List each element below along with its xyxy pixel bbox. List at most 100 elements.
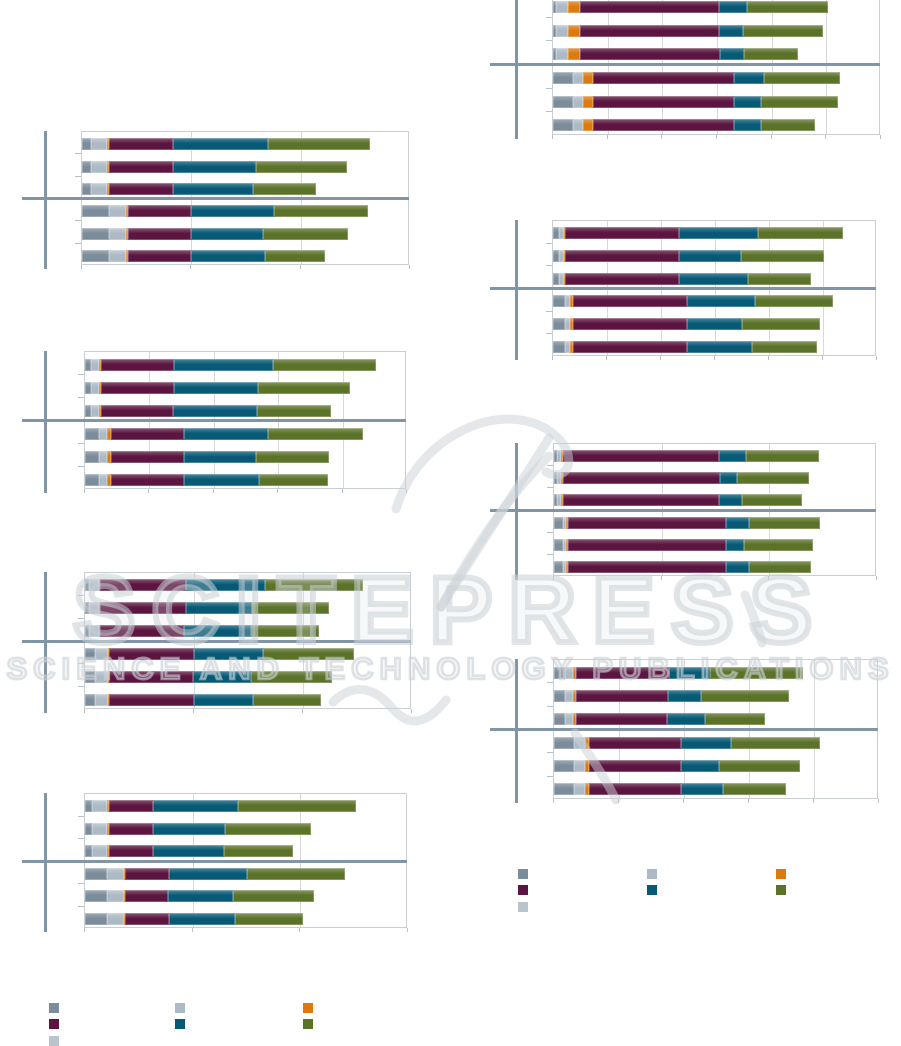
value-axis-tick <box>406 489 407 493</box>
category-axis-tick <box>546 16 552 18</box>
group-divider-line <box>490 63 880 66</box>
value-axis-tick <box>660 576 662 580</box>
legend-swatch-teal <box>647 885 657 895</box>
bar-segment-gray-blue <box>85 381 92 394</box>
legend-swatch-teal <box>175 1019 185 1029</box>
bar-segment-dark-magenta <box>108 138 173 151</box>
bar-segment-dark-magenta <box>572 318 687 330</box>
bar-segment-olive-green <box>258 381 351 394</box>
bar-segment-orange <box>573 690 577 702</box>
bar-segment-orange <box>569 318 573 330</box>
bar-segment-gray-blue <box>553 227 560 240</box>
bar-segment-light-gray <box>90 138 107 151</box>
bar-segment-orange <box>106 160 109 173</box>
bar-segment-teal <box>194 693 254 706</box>
category-axis-line <box>44 351 47 493</box>
bar-segment-light-gray <box>91 381 100 394</box>
bar-segment-gray-blue <box>553 119 573 132</box>
bar-segment-orange <box>99 358 102 371</box>
bar-segment-teal <box>686 318 742 330</box>
bar-segment-light-gray <box>92 845 107 858</box>
value-axis-tick <box>302 709 303 713</box>
bar-segment-teal <box>719 472 737 485</box>
bar-segment-gray-blue <box>85 800 93 813</box>
value-axis-tick <box>190 265 192 269</box>
bar-segment-olive-green <box>740 250 824 262</box>
value-axis-tick <box>768 356 769 360</box>
bar-segment-dark-magenta <box>127 249 191 262</box>
value-axis-tick <box>813 799 814 803</box>
chart-plot-area-left-3 <box>84 572 411 709</box>
bar-segment-dark-magenta <box>580 0 720 13</box>
bar-segment-olive-green <box>741 318 820 330</box>
value-axis-tick <box>606 356 607 360</box>
bar-segment-light-gray <box>88 602 100 615</box>
category-axis-tick <box>546 111 552 113</box>
bar-segment-olive-green <box>253 693 322 706</box>
bar-segment-gray-blue <box>553 250 560 262</box>
legend-swatch-olive-green <box>303 1019 313 1029</box>
category-axis-tick <box>78 617 84 619</box>
bar-segment-teal <box>733 119 761 132</box>
category-axis-tick <box>75 153 81 155</box>
value-axis-tick <box>552 135 553 139</box>
bar-segment-gray-blue <box>85 845 93 858</box>
chart-plot-area-left-2 <box>84 351 406 489</box>
category-axis-tick <box>547 487 553 489</box>
legend-swatch-dark-magenta <box>518 885 528 895</box>
bar-segment-dark-magenta <box>562 494 719 507</box>
bar-segment-orange <box>564 250 565 262</box>
bar-segment-olive-green <box>265 579 364 592</box>
bar-segment-light-gray <box>564 318 570 330</box>
bar-segment-orange <box>108 693 110 706</box>
category-axis-line <box>44 131 47 269</box>
bar-segment-dark-magenta <box>564 272 680 285</box>
bar-segment-teal <box>681 783 723 796</box>
bar-segment-light-gray <box>98 473 107 486</box>
legend-swatch-olive-green <box>776 885 786 895</box>
group-divider-line <box>490 287 876 290</box>
bar-segment-light-gray <box>95 670 109 683</box>
bar-segment-teal <box>152 800 238 813</box>
bar-segment-orange <box>108 670 110 683</box>
bar-segment-teal <box>725 516 749 529</box>
bar-segment-olive-green <box>701 690 790 702</box>
category-axis-tick <box>75 175 81 177</box>
bar-segment-light-gray <box>573 95 583 108</box>
bar-segment-light-gray <box>563 560 566 573</box>
bar-segment-orange <box>569 340 573 353</box>
bar-segment-orange <box>124 890 126 903</box>
bar-segment-dark-magenta <box>576 713 668 726</box>
bar-segment-gray-blue <box>554 760 575 772</box>
value-axis-tick <box>552 356 553 360</box>
bar-segment-teal <box>686 295 755 308</box>
bar-segment-gray-blue <box>85 427 99 440</box>
bar-segment-olive-green <box>710 666 803 679</box>
bar-segment-orange <box>125 205 128 218</box>
bar-segment-dark-magenta <box>125 890 168 903</box>
bar-segment-teal <box>733 71 764 84</box>
category-axis-tick <box>78 686 84 688</box>
bar-segment-dark-magenta <box>101 381 175 394</box>
bar-segment-teal <box>168 890 233 903</box>
value-axis-tick <box>822 356 823 360</box>
bar-segment-orange <box>106 427 111 440</box>
bar-segment-light-gray <box>95 693 109 706</box>
bar-segment-gray-blue <box>554 736 575 749</box>
gridline <box>607 0 609 134</box>
bar-segment-olive-green <box>731 736 821 749</box>
category-axis-tick <box>78 443 84 444</box>
bar-segment-olive-green <box>760 119 815 132</box>
bar-segment-teal <box>173 404 258 417</box>
bar-segment-light-gray <box>574 760 586 772</box>
bar-segment-teal <box>667 713 706 726</box>
value-axis-tick <box>825 135 827 139</box>
bar-segment-orange <box>568 48 581 61</box>
bar-segment-teal <box>168 867 247 880</box>
bar-segment-dark-magenta <box>567 538 726 551</box>
category-axis-tick <box>546 87 552 89</box>
category-axis-tick <box>75 220 81 222</box>
bar-segment-olive-green <box>263 647 355 660</box>
bar-segment-orange <box>565 538 568 551</box>
bar-segment-dark-magenta <box>567 516 726 529</box>
